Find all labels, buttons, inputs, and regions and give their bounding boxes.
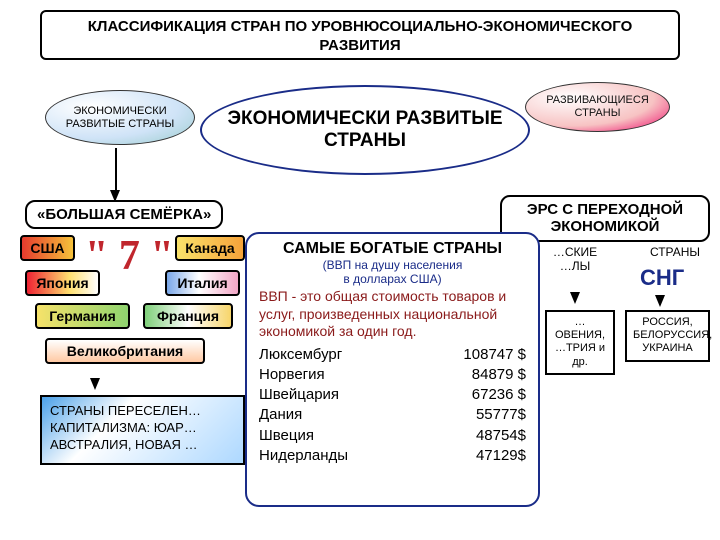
rich-title: САМЫЕ БОГАТЫЕ СТРАНЫ xyxy=(259,240,526,258)
rich-name: Люксембург xyxy=(259,345,342,365)
big7-label: «БОЛЬШАЯ СЕМЁРКА» xyxy=(25,200,223,229)
rich-val: 108747 $ xyxy=(463,345,526,365)
gdp-def: ВВП - это общая стоимость товаров и услу… xyxy=(259,288,526,341)
col-mid-head: …СКИЕ …ЛЫ xyxy=(545,245,605,273)
country-france: Франция xyxy=(143,303,233,329)
rich-val: 84879 $ xyxy=(472,365,526,385)
rich-val: 55777$ xyxy=(476,405,526,425)
ellipse-center: ЭКОНОМИЧЕСКИ РАЗВИТЫЕ СТРАНЫ xyxy=(200,85,530,175)
col-right-sng: СНГ xyxy=(640,265,684,291)
rich-val: 67236 $ xyxy=(472,385,526,405)
ellipse-developed-left: ЭКОНОМИЧЕСКИ РАЗВИТЫЕ СТРАНЫ xyxy=(45,90,195,145)
country-canada: Канада xyxy=(175,235,245,261)
reseller-box: СТРАНЫ ПЕРЕСЕЛЕН… КАПИТАЛИЗМА: ЮАР… АВСТ… xyxy=(40,395,245,465)
arrow-down-icon xyxy=(570,292,580,304)
arrow-down-icon xyxy=(90,378,100,390)
rich-name: Дания xyxy=(259,405,302,425)
col-right-examples: РОССИЯ, БЕЛОРУССИЯ, УКРАИНА xyxy=(625,310,710,362)
rich-name: Швеция xyxy=(259,426,314,446)
rich-name: Нидерланды xyxy=(259,446,348,466)
col-right-head: СТРАНЫ xyxy=(640,245,710,259)
rich-list: Люксембург 108747 $ Норвегия 84879 $ Швейц… xyxy=(259,345,526,467)
title-box: КЛАССИФИКАЦИЯ СТРАН ПО УРОВНЮСОЦИАЛЬНО-Э… xyxy=(40,10,680,60)
country-japan: Япония xyxy=(25,270,100,296)
rich-name: Норвегия xyxy=(259,365,325,385)
rich-sub1: (ВВП на душу населения xyxy=(259,258,526,272)
rich-sub2: в долларах США) xyxy=(259,272,526,286)
country-usa: США xyxy=(20,235,75,261)
arrow-down-icon xyxy=(655,295,665,307)
rich-countries-box: САМЫЕ БОГАТЫЕ СТРАНЫ (ВВП на душу населе… xyxy=(245,232,540,507)
rich-val: 48754$ xyxy=(476,426,526,446)
rich-val: 47129$ xyxy=(476,446,526,466)
country-germany: Германия xyxy=(35,303,130,329)
rich-name: Швейцария xyxy=(259,385,339,405)
connector xyxy=(115,148,117,193)
country-uk: Великобритания xyxy=(45,338,205,364)
ellipse-developing-right: РАЗВИВАЮЩИЕСЯ СТРАНЫ xyxy=(525,82,670,132)
col-mid-examples: …ОВЕНИЯ, …ТРИЯ и др. xyxy=(545,310,615,375)
country-italy: Италия xyxy=(165,270,240,296)
